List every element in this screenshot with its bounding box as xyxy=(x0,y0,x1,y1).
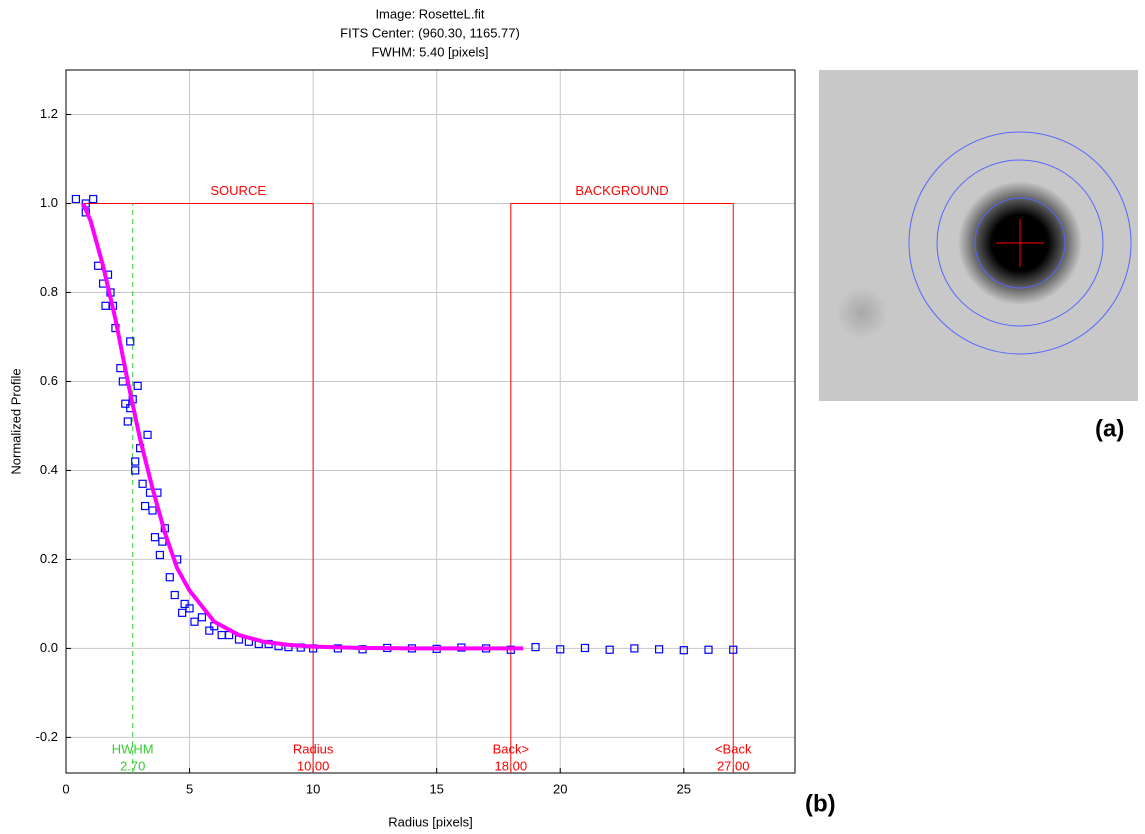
data-point xyxy=(140,501,150,511)
y-tick-label: 0.6 xyxy=(40,373,58,388)
x-tick-label: 15 xyxy=(429,781,443,796)
chart-title: FWHM: 5.40 [pixels] xyxy=(371,44,488,59)
data-point xyxy=(131,466,140,475)
x-tick-label: 5 xyxy=(186,781,193,796)
inner-annulus xyxy=(936,159,1104,327)
data-point xyxy=(190,617,199,626)
data-point xyxy=(531,642,540,652)
data-point xyxy=(138,479,147,488)
chart-title: FITS Center: (960.30, 1165.77) xyxy=(340,25,520,40)
aperture-circle xyxy=(974,197,1066,289)
data-point xyxy=(205,626,214,635)
data-point xyxy=(150,533,160,542)
faint-star xyxy=(836,287,888,339)
x-tick-label: 20 xyxy=(553,781,567,796)
region-label: BACKGROUND xyxy=(575,183,668,198)
y-tick-label: 0.2 xyxy=(40,551,58,566)
plot-frame xyxy=(65,69,796,774)
data-point xyxy=(133,381,142,391)
marker-value: 10.00 xyxy=(297,758,330,773)
x-axis-label: Radius [pixels] xyxy=(388,814,473,829)
marker-name: Back> xyxy=(493,741,530,756)
y-tick-label: 1.2 xyxy=(40,106,58,121)
data-point xyxy=(185,604,194,613)
marker-value: 18.00 xyxy=(495,758,528,773)
data-point xyxy=(170,590,179,600)
marker-value: 27.00 xyxy=(717,758,750,773)
star-image xyxy=(819,70,1138,401)
y-axis-label: Normalized Profile xyxy=(8,368,23,474)
marker-name: <Back xyxy=(715,741,752,756)
y-tick-label: 1.0 xyxy=(40,195,58,210)
fit-curve xyxy=(81,202,524,651)
y-tick-label: 0.8 xyxy=(40,284,58,299)
panel-label: (a) xyxy=(1095,415,1124,442)
marker-value: 2.70 xyxy=(120,758,145,773)
outer-annulus xyxy=(908,131,1132,355)
data-point xyxy=(158,537,167,546)
data-point xyxy=(679,646,688,655)
data-point xyxy=(556,645,565,654)
y-tick-label: 0.4 xyxy=(40,462,58,477)
data-point xyxy=(126,337,135,346)
data-point xyxy=(148,506,157,515)
data-point xyxy=(704,645,713,654)
data-point xyxy=(123,417,132,426)
data-point xyxy=(580,643,590,653)
data-point xyxy=(178,608,187,617)
data-point xyxy=(131,457,140,466)
marker-name: Radius xyxy=(293,741,334,756)
data-point xyxy=(165,573,174,582)
data-point xyxy=(143,430,152,439)
data-point xyxy=(197,613,207,622)
region-label: SOURCE xyxy=(210,183,266,198)
data-point xyxy=(180,599,189,609)
panel-label: (b) xyxy=(805,790,836,817)
x-tick-label: 25 xyxy=(677,781,691,796)
data-point xyxy=(121,399,130,408)
data-point xyxy=(654,645,664,654)
x-tick-label: 0 xyxy=(62,781,69,796)
data-point xyxy=(630,644,639,653)
y-tick-label: -0.2 xyxy=(36,729,58,744)
data-point xyxy=(217,630,226,640)
marker-name: HWHM xyxy=(112,741,154,756)
y-tick-label: 0.0 xyxy=(40,640,58,655)
data-point xyxy=(71,194,80,204)
x-tick-label: 10 xyxy=(306,781,320,796)
data-point xyxy=(155,550,165,560)
data-point xyxy=(89,194,98,204)
data-point xyxy=(605,645,614,654)
data-point xyxy=(729,645,738,654)
data-point xyxy=(101,301,110,310)
chart-title: Image: RosetteL.fit xyxy=(375,6,484,21)
